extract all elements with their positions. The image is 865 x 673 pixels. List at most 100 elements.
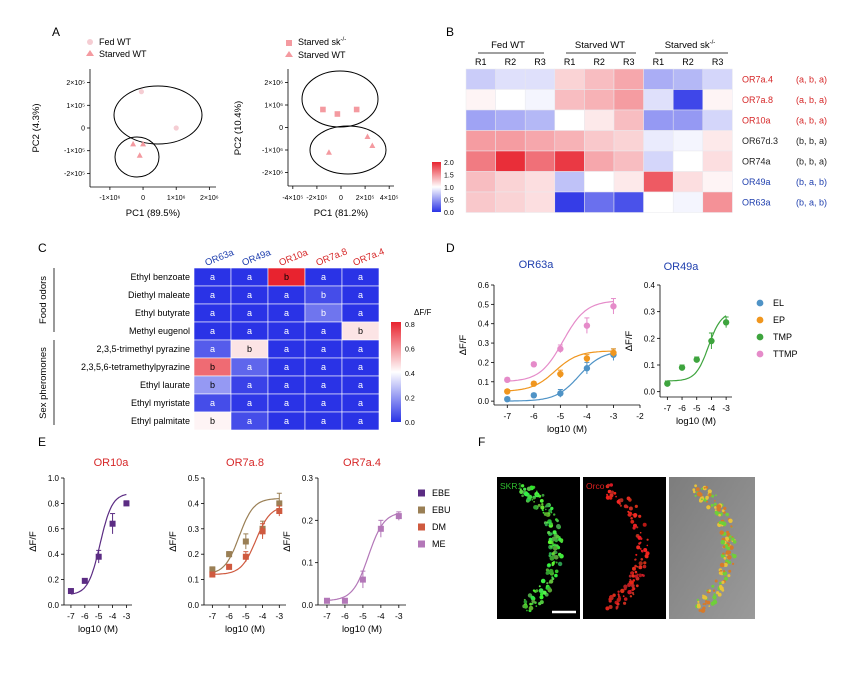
data-point-ttmp [557, 345, 564, 353]
legend-marker-ttmp [756, 350, 764, 358]
merge-signal-dot [704, 602, 707, 606]
data-point-ebu [242, 538, 249, 545]
heatmap-c-cell-label: a [358, 380, 363, 390]
data-point-ep [583, 355, 591, 362]
legend-marker-ebu [418, 506, 425, 514]
green-signal-dot [523, 491, 529, 497]
merge-signal-dot [707, 489, 712, 494]
green-signal-dot [551, 536, 557, 541]
heatmap-row-label: OR67d.3 [742, 136, 778, 146]
chart-xtick-label: -6 [341, 611, 349, 621]
heatmap-c-cell-label: b [321, 290, 326, 300]
heatmap-b-cell [495, 171, 526, 193]
heatmap-c-cell-label: a [358, 344, 363, 354]
chart-title: OR10a [94, 457, 130, 469]
red-signal-dot [626, 496, 631, 501]
heatmap-c-cell-label: a [210, 308, 215, 318]
heatmap-b-cell [613, 171, 644, 193]
heatmap-c-receptor-label: OR49a [241, 247, 274, 269]
data-point-el [530, 392, 538, 399]
heatmap-c-cell-label: a [247, 290, 252, 300]
merge-signal-dot [692, 488, 696, 492]
chart-xlabel: log10 (M) [676, 416, 716, 427]
green-signal-dot [535, 605, 538, 607]
data-point-ebu [209, 566, 216, 573]
data-point-tmp [693, 356, 700, 363]
heatmap-c-compound-label: Ethyl laurate [140, 380, 190, 390]
heatmap-row-tag: (a, b, a) [796, 95, 827, 105]
red-signal-dot [623, 504, 628, 509]
green-signal-dot [532, 589, 536, 592]
green-signal-dot [519, 488, 522, 491]
heatmap-rep-label: R1 [653, 57, 665, 67]
red-signal-dot [619, 504, 623, 507]
heatmap-b-cell [554, 191, 585, 213]
heatmap-group-fed-wt: Fed WT [491, 40, 525, 51]
green-signal-dot [529, 602, 532, 606]
data-point-ebu [226, 551, 233, 558]
chart-ytick-label: 0.2 [644, 334, 656, 343]
heatmap-c-cell-label: a [321, 326, 326, 336]
green-signal-dot [548, 581, 552, 584]
chart-xtick-label: -6 [81, 611, 89, 621]
chart-ytick-label: 0.4 [188, 499, 200, 508]
red-signal-dot [634, 558, 637, 561]
heatmap-c-cell-label: a [247, 326, 252, 336]
pca-right-xtick-label: 0 [339, 195, 343, 202]
merge-signal-dot [729, 545, 734, 550]
legend-label-me: ME [432, 539, 446, 549]
red-signal-dot [638, 514, 642, 518]
green-signal-dot [554, 551, 558, 554]
red-signal-dot [606, 493, 609, 496]
green-signal-dot [551, 552, 555, 556]
heatmap-b-scale-tick: 2.0 [444, 160, 454, 167]
pca-right-ytick-label: 1×10⁶ [264, 103, 283, 110]
heatmap-c-cell-label: b [210, 362, 215, 372]
merge-signal-dot [695, 487, 700, 492]
panel-letter-f: F [478, 435, 485, 449]
heatmap-c-colorscale [391, 322, 401, 422]
heatmap-c-cell-label: a [210, 326, 215, 336]
channel-label-orco: Orco [586, 481, 605, 491]
heatmap-b-cell [584, 68, 615, 90]
green-signal-dot [545, 508, 547, 511]
green-signal-dot [546, 569, 550, 572]
legend-label-tmp: TMP [773, 332, 792, 342]
heatmap-c-scale-tick: 0.6 [405, 347, 415, 354]
red-signal-dot [638, 565, 643, 570]
merge-signal-dot [728, 569, 732, 573]
red-signal-dot [642, 574, 645, 577]
dose-response-chart: OR7a.8 0.0 0.1 0.2 0.3 0.4 0.5 -7 -6 -5 -4 -3 log10 … [168, 457, 286, 635]
pca-point-starved-sk [353, 106, 360, 113]
merge-signal-dot [721, 588, 725, 592]
heatmap-c-receptor-label: OR10a [278, 247, 311, 269]
heatmap-c-compound-label: 2,3,5-trimethyl pyrazine [96, 344, 190, 354]
green-signal-dot [547, 563, 551, 567]
panel-f: SKR1 Orco [497, 477, 755, 619]
chart-ytick-label: 0.3 [644, 308, 656, 317]
heatmap-c-cell-label: a [358, 416, 363, 426]
green-signal-dot [550, 506, 554, 511]
red-signal-dot [622, 595, 625, 598]
red-signal-dot [633, 513, 638, 518]
chart-title: OR63a [519, 259, 555, 271]
data-point-ep [610, 349, 617, 356]
data-point-dm [276, 508, 283, 515]
merge-signal-dot [723, 506, 727, 510]
red-signal-dot [605, 495, 611, 500]
heatmap-b-cell [524, 171, 556, 193]
heatmap-b-cell [613, 130, 644, 152]
pca-right-ytick-label: -2×10⁶ [262, 170, 283, 177]
merge-signal-dot [714, 506, 717, 509]
merge-signal-dot [722, 552, 725, 555]
green-signal-dot [544, 505, 547, 508]
green-signal-dot [552, 530, 557, 535]
chart-ytick-label: 0.0 [48, 601, 60, 610]
green-signal-dot [540, 592, 544, 597]
pca-left-ytick-label: 1×10⁵ [66, 103, 85, 110]
chart-ylabel: ΔF/F [458, 335, 469, 356]
red-signal-dot [634, 504, 638, 508]
pca-right-xtick-label: 2×10⁵ [356, 195, 375, 202]
heatmap-b-cell [702, 68, 733, 90]
heatmap-c-cell-label: a [358, 362, 363, 372]
